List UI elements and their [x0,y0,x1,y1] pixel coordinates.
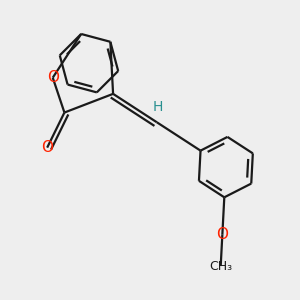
Text: H: H [153,100,163,114]
Text: O: O [216,227,228,242]
Text: O: O [47,70,59,85]
Text: CH₃: CH₃ [209,260,232,272]
Text: O: O [41,140,53,155]
